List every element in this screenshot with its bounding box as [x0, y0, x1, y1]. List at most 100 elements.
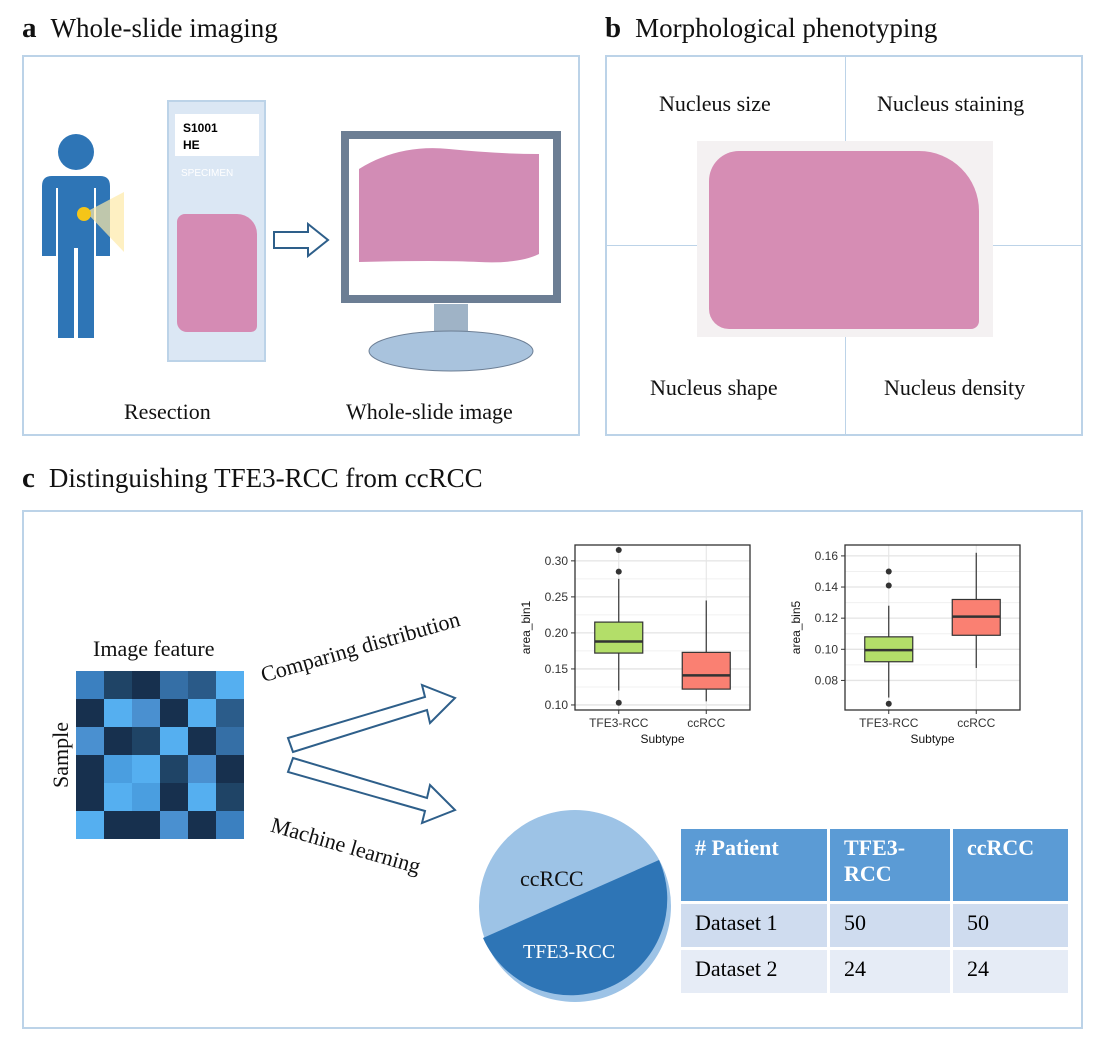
heatmap-cell — [132, 811, 160, 839]
box-ccRCC — [681, 651, 731, 690]
boxplot-area-bin1: 0.10 0.15 0.20 0.25 0.30 TFE3-RCC ccRCCSubtype… — [519, 544, 751, 746]
y-tick-label: 0.15 — [545, 662, 569, 676]
panel-a-title: a Whole-slide imaging — [22, 12, 278, 45]
heatmap-cell — [216, 811, 244, 839]
cell: Dataset 2 — [678, 947, 830, 996]
x-tick-label: TFE3-RCC — [859, 716, 919, 730]
heatmap-cell — [160, 671, 188, 699]
panel-a: S1001 HE SPECIMEN Resection Whole-slide i… — [22, 55, 580, 436]
heatmap-cell — [132, 671, 160, 699]
plot-frame — [574, 544, 751, 711]
pie-label-ccrcc: ccRCC — [520, 866, 584, 891]
x-axis-label: Subtype — [640, 732, 684, 746]
glass-slide: S1001 HE SPECIMEN — [167, 100, 266, 362]
heatmap-cell — [104, 755, 132, 783]
heatmap-cell — [188, 671, 216, 699]
heatmap-cell — [132, 755, 160, 783]
outlier-point — [615, 547, 622, 554]
pie-label-tfe3: TFE3-RCC — [523, 941, 615, 963]
slide-label: S1001 HE — [175, 114, 259, 156]
outlier-point — [885, 700, 892, 707]
arrows — [286, 683, 457, 825]
x-tick-label: TFE3-RCC — [589, 716, 649, 730]
heatmap-cell — [188, 811, 216, 839]
cell: 50 — [827, 901, 953, 950]
heatmap-cell — [216, 699, 244, 727]
heatmap-cell — [76, 811, 104, 839]
heatmap-cell — [132, 699, 160, 727]
feature-heatmap — [76, 671, 244, 839]
title-text: Whole-slide imaging — [50, 13, 278, 43]
boxplot-area-bin5: 0.08 0.10 0.12 0.14 0.16 TFE3-RCC ccRCCSubtype… — [789, 544, 1021, 746]
cell: 50 — [950, 901, 1071, 950]
panel-letter: c — [22, 462, 35, 494]
title-text: Morphological phenotyping — [635, 13, 938, 43]
heatmap-cell — [104, 727, 132, 755]
pie-chart: ccRCC TFE3-RCC — [479, 810, 671, 1002]
cell: 24 — [950, 947, 1071, 996]
person-icon — [42, 134, 124, 338]
heatmap-cell — [132, 727, 160, 755]
heatmap-cell — [188, 783, 216, 811]
label-nucleus-density: Nucleus density — [884, 375, 1026, 400]
y-tick-label: 0.30 — [545, 554, 569, 568]
x-tick-label: ccRCC — [957, 716, 995, 730]
panel-letter: b — [605, 12, 622, 44]
heatmap-cell — [160, 727, 188, 755]
y-axis-label: area_bin1 — [519, 600, 533, 654]
y-tick-label: 0.16 — [815, 549, 839, 563]
header-cell: # Patient — [678, 826, 830, 904]
y-tick-label: 0.10 — [545, 698, 569, 712]
heatmap-cell — [216, 727, 244, 755]
panel-letter: a — [22, 12, 37, 44]
heatmap-cell — [188, 755, 216, 783]
heatmap-cell — [160, 699, 188, 727]
heatmap-cell — [160, 783, 188, 811]
panel-c — [22, 510, 1083, 1029]
box-TFE3-RCC — [594, 621, 644, 654]
monitor-icon — [341, 131, 561, 372]
cell: Dataset 1 — [678, 901, 830, 950]
caption-resection: Resection — [124, 399, 211, 424]
slide-id: S1001 — [183, 121, 218, 135]
y-tick-label: 0.08 — [815, 673, 839, 687]
x-tick-label: ccRCC — [687, 716, 725, 730]
y-tick-label: 0.10 — [815, 642, 839, 656]
y-tick-label: 0.12 — [815, 611, 839, 625]
heatmap-cell — [104, 811, 132, 839]
outlier-point — [615, 699, 622, 706]
panel-b: Nucleus size Nucleus staining Nucleus sh… — [605, 55, 1083, 436]
heatmap-cell — [188, 699, 216, 727]
whole-slide-image — [697, 141, 993, 337]
heatmap-ylabel: Sample — [48, 722, 73, 788]
arrow-up-icon — [286, 683, 457, 754]
heatmap-cell — [216, 671, 244, 699]
label-nucleus-shape: Nucleus shape — [650, 375, 778, 400]
arrow-down-icon — [286, 756, 457, 825]
heatmap-title: Image feature — [93, 636, 215, 661]
slide-stain: HE — [183, 138, 200, 152]
outlier-point — [615, 568, 622, 575]
plot-frame — [844, 544, 1021, 711]
y-tick-label: 0.14 — [815, 580, 839, 594]
heatmap-cell — [160, 811, 188, 839]
heatmap-cell — [76, 699, 104, 727]
header-cell: ccRCC — [950, 826, 1071, 904]
heatmap-cell — [216, 755, 244, 783]
heatmap-cell — [104, 699, 132, 727]
y-tick-label: 0.20 — [545, 626, 569, 640]
heatmap-cell — [104, 783, 132, 811]
y-axis-label: area_bin5 — [789, 600, 803, 654]
x-axis-label: Subtype — [910, 732, 954, 746]
y-tick-label: 0.25 — [545, 590, 569, 604]
patient-table: # Patient TFE3-RCC ccRCC Dataset 1 50 50 Dat… — [678, 826, 1071, 996]
slide-specimen-text: SPECIMEN — [181, 168, 234, 179]
panel-b-title: b Morphological phenotyping — [605, 12, 937, 45]
title-text: Distinguishing TFE3-RCC from ccRCC — [48, 463, 483, 493]
heatmap-cell — [160, 755, 188, 783]
heatmap-cell — [76, 671, 104, 699]
header-cell: TFE3-RCC — [827, 826, 953, 904]
heatmap-cell — [188, 727, 216, 755]
label-nucleus-size: Nucleus size — [659, 91, 771, 116]
